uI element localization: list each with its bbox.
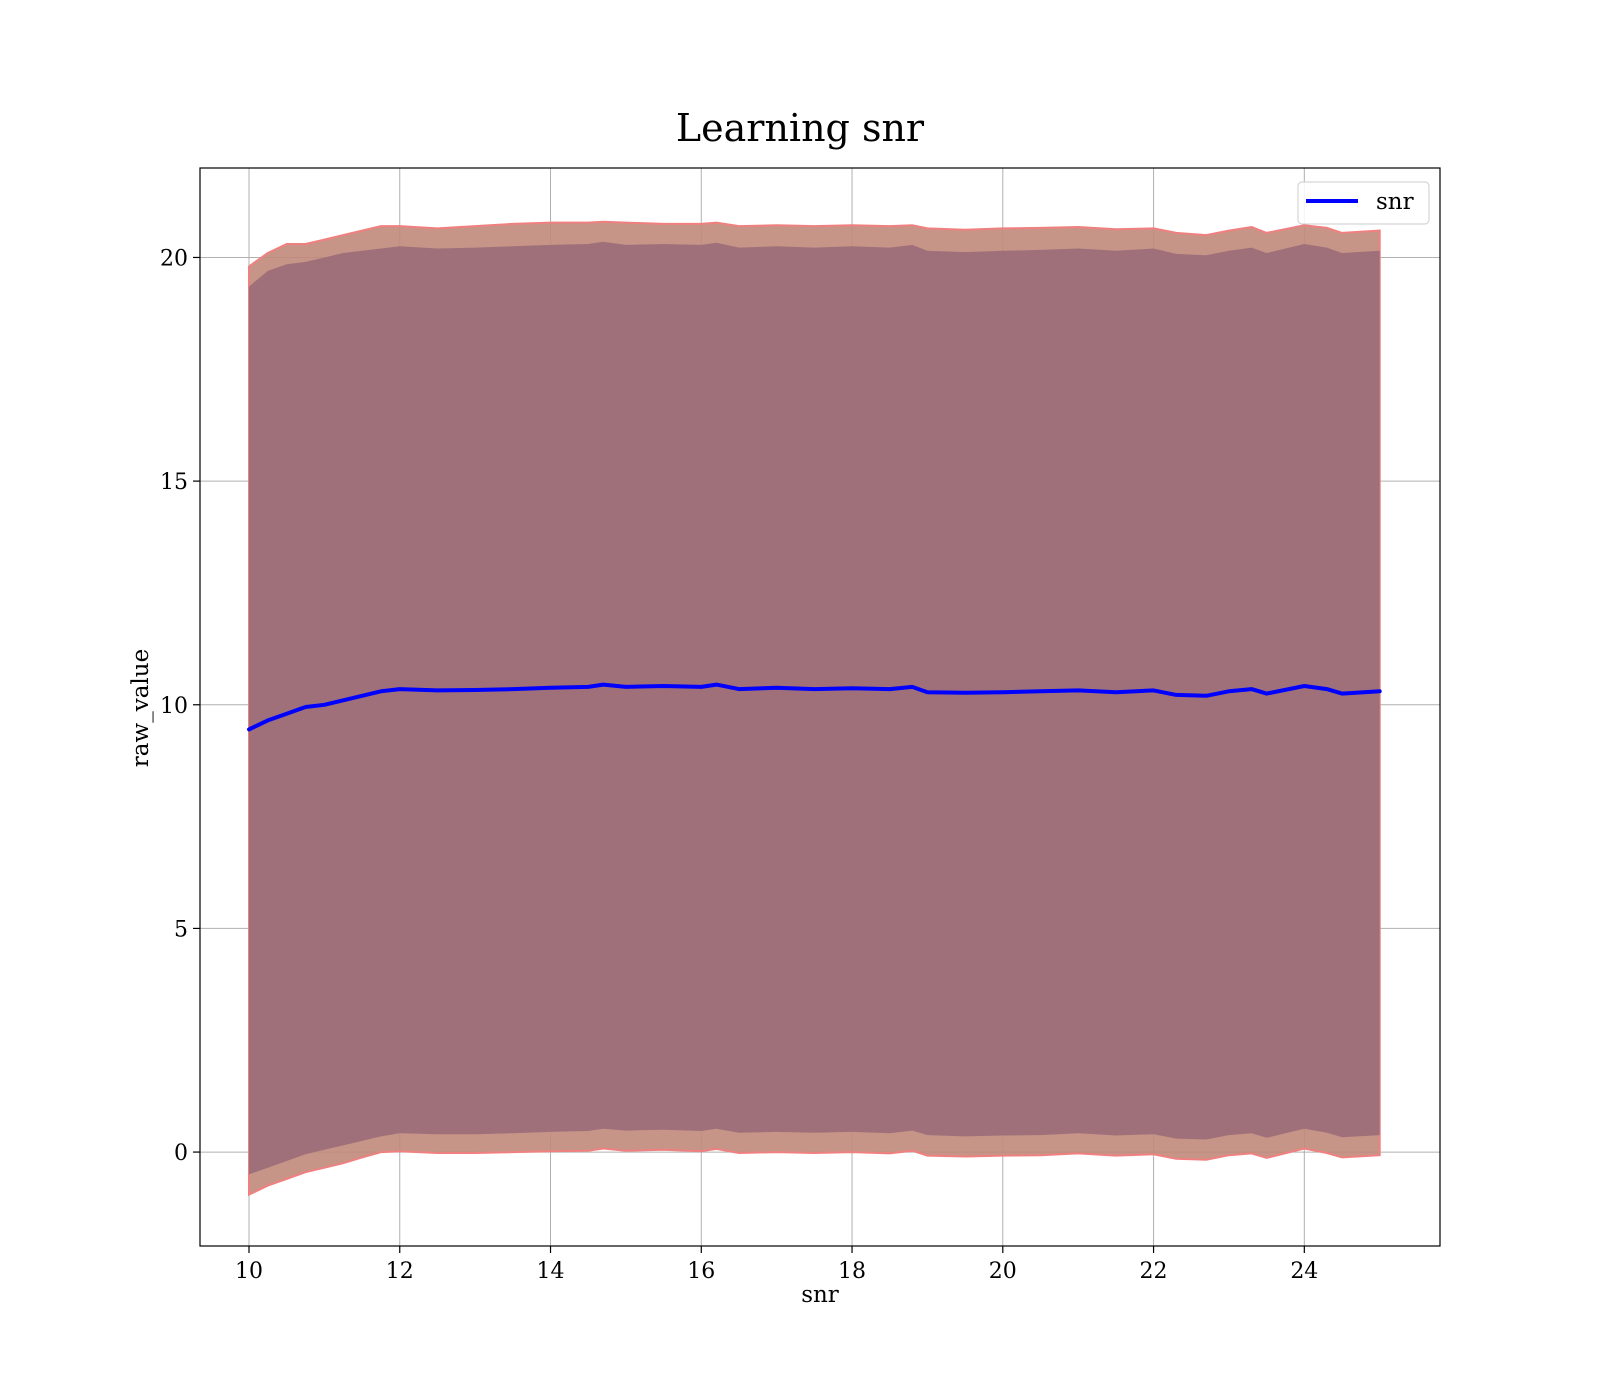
y-axis-ticks: 0 5 10 15 20 (160, 246, 200, 1166)
x-tick-label: 20 (989, 1259, 1017, 1284)
confidence-bands (248, 220, 1381, 1197)
series-line-snr (247, 682, 1382, 732)
legend-box (1297, 181, 1430, 225)
y-tick-label: 20 (160, 246, 188, 271)
y-tick-label: 15 (160, 470, 188, 495)
x-axis-ticks: 10 12 14 16 18 20 22 24 (235, 1246, 1318, 1284)
series-lines (247, 682, 1382, 732)
y-tick-label: 0 (174, 1141, 188, 1166)
y-axis-label: raw_value (128, 649, 154, 767)
y-tick-label: 10 (160, 694, 188, 719)
legend: snr (1297, 181, 1430, 225)
x-tick-label: 14 (537, 1259, 565, 1284)
chart-title: Learning snr (676, 106, 925, 150)
y-tick-label: 5 (174, 917, 188, 942)
x-tick-label: 24 (1290, 1259, 1318, 1284)
x-tick-label: 18 (838, 1259, 866, 1284)
x-tick-label: 10 (235, 1259, 263, 1284)
x-tick-label: 22 (1140, 1259, 1168, 1284)
inner-band-snr (249, 241, 1380, 1175)
legend-label-snr: snr (1376, 189, 1414, 215)
x-axis-label: snr (801, 1282, 839, 1308)
x-tick-label: 12 (386, 1259, 414, 1284)
x-tick-label: 16 (687, 1259, 715, 1284)
plot-frame (199, 167, 1441, 1247)
